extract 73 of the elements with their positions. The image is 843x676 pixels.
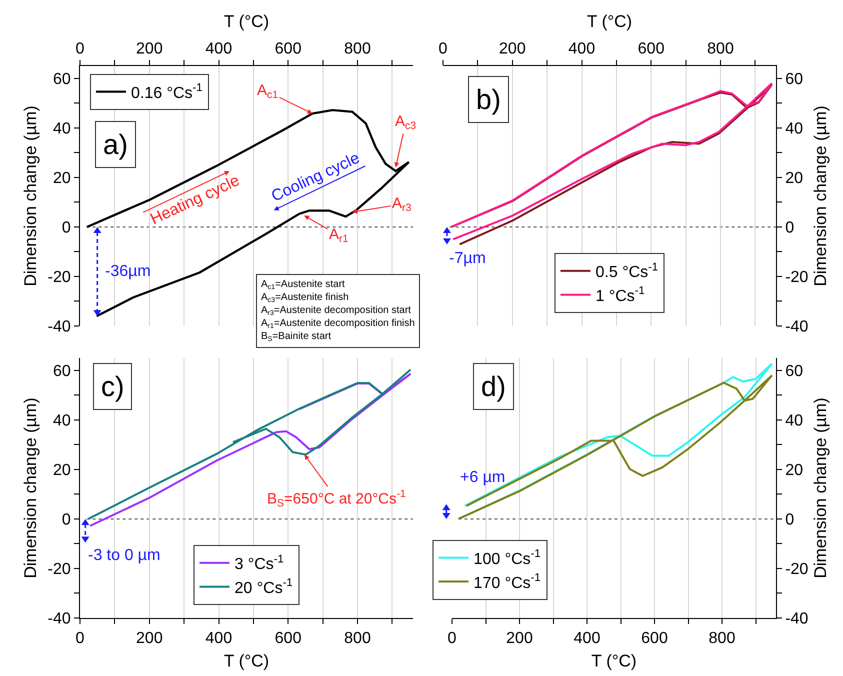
x-tick-label: 200 [499,40,526,58]
x-tick-label: 400 [574,630,600,648]
y-tick-label: 60 [53,362,71,380]
legend-label: 1 °Cs$^{-1}$ [596,285,645,305]
y-tick-label: -20 [785,561,808,578]
annotation: -36µm [105,263,151,280]
annotation: A$_{c3}$ [395,113,416,132]
legend-label: 20 °Cs$^{-1}$ [234,577,293,597]
x-tick-label: 800 [708,630,736,648]
y-tick-label: 40 [785,412,804,430]
y-tick-label: 0 [62,512,71,529]
y-tick-label: -40 [48,318,71,336]
x-tick-label: 200 [136,630,163,648]
y-tick-label: -20 [785,269,808,286]
y-tick-label: 60 [53,70,71,88]
legend-label: 170 °Cs$^{-1}$ [474,572,541,592]
y-axis-title: Dimension change (µm) [21,398,40,578]
x-tick-label: 0 [76,630,85,648]
y-tick-label: -40 [785,318,808,336]
legend-label: 0.5 °Cs$^{-1}$ [596,261,658,282]
x-tick-label: 800 [344,630,371,648]
x-tick-label: 400 [205,40,232,58]
y-tick-label: 20 [785,170,804,188]
x-axis-title: T (°C) [224,12,270,32]
annotation: +6 µm [460,469,506,486]
annotation: A$_{r3}$ [392,195,412,214]
y-tick-label: 20 [53,462,71,480]
y-tick-label: -20 [48,561,71,578]
y-axis-title: Dimension change (µm) [21,106,40,286]
text: A$_{c1}$=Austenite start A$_{c3}$=Austenite finish A$_{r3}$=Austenite decomposition start A$_{r1}$=Austenite decomposition finish B$_{S}$=Bainite start [261,279,415,344]
y-tick-label: 0 [62,220,71,237]
annotation: -7µm [449,250,486,267]
y-tick-label: 40 [53,120,71,138]
annotation: B$_{S}$=650°C at 20°Cs$^{-1}$ [267,488,406,510]
x-tick-label: 400 [568,40,596,58]
x-tick-label: 200 [136,40,163,58]
x-tick-label: 200 [506,630,533,648]
y-tick-label: 20 [785,462,804,480]
x-tick-label: 600 [274,630,302,648]
x-tick-label: 800 [344,40,371,58]
annotation: a) [103,129,128,160]
y-tick-label: -40 [48,610,71,628]
legend-label: 100 °Cs$^{-1}$ [474,548,541,568]
annotation: b) [476,84,501,115]
y-tick-label: 40 [785,120,804,138]
x-tick-label: 0 [438,40,448,58]
y-tick-label: 40 [53,412,71,430]
x-axis-title: T (°C) [591,652,637,671]
x-tick-label: 600 [638,40,665,58]
annotation: c) [101,371,124,402]
annotation: A$_{r1}$ [329,226,349,246]
x-axis-title: T (°C) [224,652,270,671]
annotation: d) [481,371,506,402]
x-tick-label: 800 [707,40,734,58]
annotation: -3 to 0 µm [88,547,160,564]
legend-label: 3 °Cs$^{-1}$ [234,553,284,574]
x-tick-label: 0 [448,630,457,648]
x-tick-label: 0 [76,40,85,58]
y-tick-label: 20 [53,170,71,188]
y-axis-title: Dimension change (µm) [810,106,830,286]
x-axis-title: T (°C) [586,12,632,32]
legend-label: 0.16 °Cs$^{-1}$ [130,82,202,102]
y-tick-label: -40 [785,610,808,628]
x-tick-label: 600 [641,630,668,648]
y-tick-label: 0 [785,220,794,237]
x-tick-label: 400 [205,630,232,648]
y-tick-label: 0 [785,512,794,529]
y-tick-label: -20 [48,269,71,286]
y-tick-label: 60 [785,70,804,88]
y-tick-label: 60 [785,362,804,380]
annotation: A$_{c1}$ [257,82,278,102]
y-axis-title: Dimension change (µm) [810,398,830,578]
x-tick-label: 600 [274,40,302,58]
